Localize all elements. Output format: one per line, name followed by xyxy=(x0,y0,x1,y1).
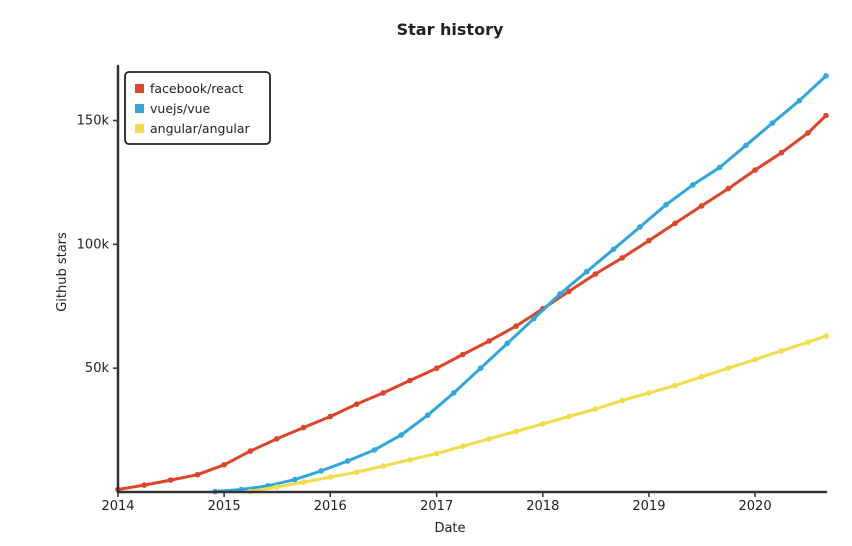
legend-label: vuejs/vue xyxy=(150,101,211,116)
data-point xyxy=(371,447,378,453)
x-tick-label: 2018 xyxy=(526,499,559,514)
data-point xyxy=(823,73,829,79)
data-point xyxy=(823,112,829,119)
data-point xyxy=(619,397,625,404)
data-point xyxy=(540,421,546,427)
x-tick-label: 2016 xyxy=(314,499,347,514)
x-tick-label: 2019 xyxy=(632,499,665,514)
data-point xyxy=(486,436,493,442)
data-point xyxy=(672,382,678,389)
y-tick-label: 100k xyxy=(77,237,110,252)
legend-swatch xyxy=(135,124,144,133)
chart-title: Star history xyxy=(397,20,504,39)
x-tick-label: 2020 xyxy=(739,499,772,514)
data-point xyxy=(752,167,758,173)
data-point xyxy=(327,413,334,420)
data-point xyxy=(141,482,147,488)
data-point xyxy=(344,458,351,464)
data-point xyxy=(531,315,537,322)
data-point xyxy=(716,164,723,171)
data-point xyxy=(646,390,652,396)
data-point xyxy=(460,351,466,358)
x-axis-label: Date xyxy=(434,521,465,536)
data-point xyxy=(637,224,643,230)
data-point xyxy=(327,474,334,480)
data-point xyxy=(433,365,440,372)
data-point xyxy=(398,432,405,438)
data-point xyxy=(300,424,307,431)
data-point xyxy=(725,365,732,372)
data-point xyxy=(460,443,466,450)
data-point xyxy=(274,484,280,490)
series-layer xyxy=(115,73,829,495)
y-axis-label: Github stars xyxy=(55,232,70,312)
data-point xyxy=(380,463,387,469)
data-point xyxy=(796,97,803,104)
x-tick-label: 2014 xyxy=(101,499,134,514)
data-point xyxy=(300,479,307,485)
data-point xyxy=(690,182,696,188)
data-point xyxy=(646,237,652,244)
data-point xyxy=(619,255,625,261)
legend: facebook/react vuejs/vue angular/angular xyxy=(124,71,271,145)
y-tick-label: 50k xyxy=(85,361,110,376)
legend-box xyxy=(124,71,271,145)
x-tick-label: 2015 xyxy=(208,499,241,514)
data-point xyxy=(698,374,705,380)
data-point xyxy=(513,323,519,329)
data-point xyxy=(318,468,325,474)
data-point xyxy=(292,476,298,483)
data-point xyxy=(167,477,174,483)
series-2 xyxy=(247,333,829,495)
data-point xyxy=(353,469,360,476)
data-point xyxy=(247,448,254,454)
series-line xyxy=(116,114,828,491)
legend-label: facebook/react xyxy=(150,81,243,96)
data-point xyxy=(725,185,732,192)
data-point xyxy=(566,288,572,295)
data-point xyxy=(778,149,785,156)
data-point xyxy=(424,412,431,419)
legend-label: angular/angular xyxy=(150,121,250,136)
data-point xyxy=(698,203,705,209)
x-tick-label: 2017 xyxy=(420,499,453,514)
legend-swatch xyxy=(135,104,144,113)
data-point xyxy=(823,333,829,339)
data-point xyxy=(805,339,811,346)
data-point xyxy=(513,428,519,435)
y-tick-label: 150k xyxy=(77,113,110,128)
data-point xyxy=(433,450,440,457)
series-1 xyxy=(212,73,829,495)
data-point xyxy=(353,401,360,407)
data-point xyxy=(486,338,493,344)
data-point xyxy=(663,201,669,208)
data-point xyxy=(557,291,563,297)
data-point xyxy=(592,406,599,412)
x-axis-ticks: 2014 2015 2016 2017 2018 2019 2020 xyxy=(101,492,772,514)
data-point xyxy=(583,268,590,275)
series-line xyxy=(213,74,828,493)
data-point xyxy=(592,271,599,277)
y-axis-ticks: 50k 100k 150k xyxy=(77,113,118,376)
data-point xyxy=(769,120,776,126)
data-point xyxy=(477,365,484,372)
legend-swatch xyxy=(135,84,144,93)
data-point xyxy=(407,457,413,463)
data-point xyxy=(504,340,511,347)
data-point xyxy=(743,142,749,149)
data-point xyxy=(778,348,785,354)
data-point xyxy=(451,390,457,396)
data-point xyxy=(221,462,227,468)
data-point xyxy=(274,436,280,442)
data-point xyxy=(194,471,201,478)
data-point xyxy=(380,390,387,396)
data-point xyxy=(610,246,617,253)
data-point xyxy=(805,130,811,136)
data-point xyxy=(672,220,678,227)
data-point xyxy=(752,356,758,363)
data-point xyxy=(566,413,572,420)
data-point xyxy=(407,377,413,384)
series-0 xyxy=(115,112,829,493)
